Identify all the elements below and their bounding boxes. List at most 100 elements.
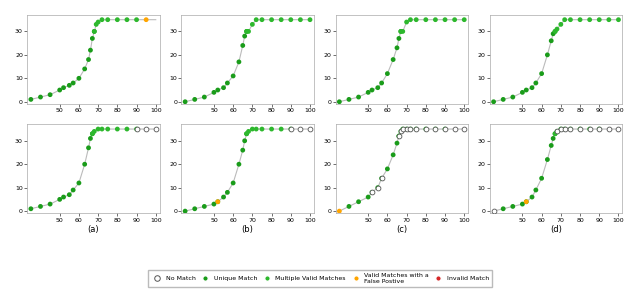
- Point: [396, 29, 406, 34]
- Point: [396, 29, 406, 34]
- Point: [556, 127, 566, 131]
- Point: [237, 148, 248, 153]
- Point: [97, 17, 107, 22]
- Point: [102, 127, 113, 131]
- Point: [367, 190, 377, 195]
- Point: [388, 153, 398, 157]
- Point: [531, 81, 541, 85]
- Point: [102, 17, 113, 22]
- Point: [266, 17, 276, 22]
- Point: [295, 127, 305, 131]
- Point: [334, 99, 344, 104]
- Point: [527, 195, 537, 199]
- Point: [93, 127, 103, 131]
- Point: [285, 127, 296, 131]
- Point: [243, 129, 253, 134]
- Point: [26, 97, 36, 102]
- Point: [199, 95, 209, 99]
- Point: [556, 22, 566, 27]
- Point: [508, 204, 518, 209]
- Point: [392, 46, 402, 50]
- Point: [239, 34, 250, 38]
- Point: [91, 22, 101, 27]
- Point: [209, 202, 219, 206]
- Point: [276, 127, 286, 131]
- Point: [517, 202, 527, 206]
- Point: [401, 127, 412, 131]
- Point: [64, 192, 74, 197]
- Point: [559, 127, 570, 131]
- Point: [97, 127, 107, 131]
- X-axis label: (b): (b): [242, 225, 253, 234]
- Point: [35, 95, 45, 99]
- Point: [449, 127, 460, 131]
- Point: [527, 85, 537, 90]
- Point: [382, 71, 392, 76]
- Point: [550, 131, 560, 136]
- Point: [397, 29, 408, 34]
- Point: [550, 131, 560, 136]
- Point: [565, 127, 575, 131]
- Point: [58, 85, 68, 90]
- Point: [83, 57, 93, 62]
- Point: [459, 17, 469, 22]
- Point: [430, 127, 440, 131]
- Point: [26, 206, 36, 211]
- Point: [305, 127, 315, 131]
- Point: [508, 95, 518, 99]
- Point: [87, 36, 97, 41]
- Point: [239, 138, 250, 143]
- Point: [372, 85, 383, 90]
- Point: [251, 127, 261, 131]
- Point: [405, 17, 415, 22]
- Point: [594, 17, 604, 22]
- Point: [440, 17, 450, 22]
- Point: [141, 17, 151, 22]
- Point: [228, 181, 238, 185]
- Point: [382, 166, 392, 171]
- Point: [411, 17, 421, 22]
- Point: [180, 209, 190, 213]
- Point: [85, 136, 95, 141]
- Point: [89, 129, 99, 134]
- Point: [89, 29, 99, 34]
- Point: [150, 127, 161, 131]
- Point: [420, 17, 431, 22]
- Point: [548, 31, 558, 36]
- Point: [85, 48, 95, 52]
- Point: [613, 17, 623, 22]
- Legend: No Match, Unique Match, Multiple Valid Matches, Valid Matches with a
False Posti: No Match, Unique Match, Multiple Valid M…: [148, 270, 492, 287]
- Point: [420, 127, 431, 131]
- Point: [396, 129, 406, 134]
- Point: [584, 127, 595, 131]
- Point: [87, 131, 97, 136]
- Point: [305, 17, 315, 22]
- Point: [54, 197, 65, 202]
- Point: [247, 127, 257, 131]
- Point: [401, 20, 412, 24]
- Point: [64, 83, 74, 88]
- Point: [488, 99, 499, 104]
- Point: [180, 99, 190, 104]
- Point: [440, 127, 450, 131]
- Point: [344, 204, 354, 209]
- Point: [521, 88, 531, 92]
- Point: [521, 200, 531, 204]
- Point: [122, 17, 132, 22]
- Point: [372, 185, 383, 190]
- Point: [498, 97, 508, 102]
- X-axis label: (d): (d): [550, 225, 562, 234]
- Point: [604, 17, 614, 22]
- Point: [45, 202, 55, 206]
- X-axis label: (a): (a): [88, 225, 99, 234]
- Point: [459, 127, 469, 131]
- Point: [401, 127, 412, 131]
- Point: [237, 43, 248, 48]
- Point: [594, 127, 604, 131]
- Point: [394, 134, 404, 138]
- Point: [604, 127, 614, 131]
- Point: [396, 129, 406, 134]
- Point: [575, 127, 585, 131]
- Point: [353, 95, 364, 99]
- Point: [411, 127, 421, 131]
